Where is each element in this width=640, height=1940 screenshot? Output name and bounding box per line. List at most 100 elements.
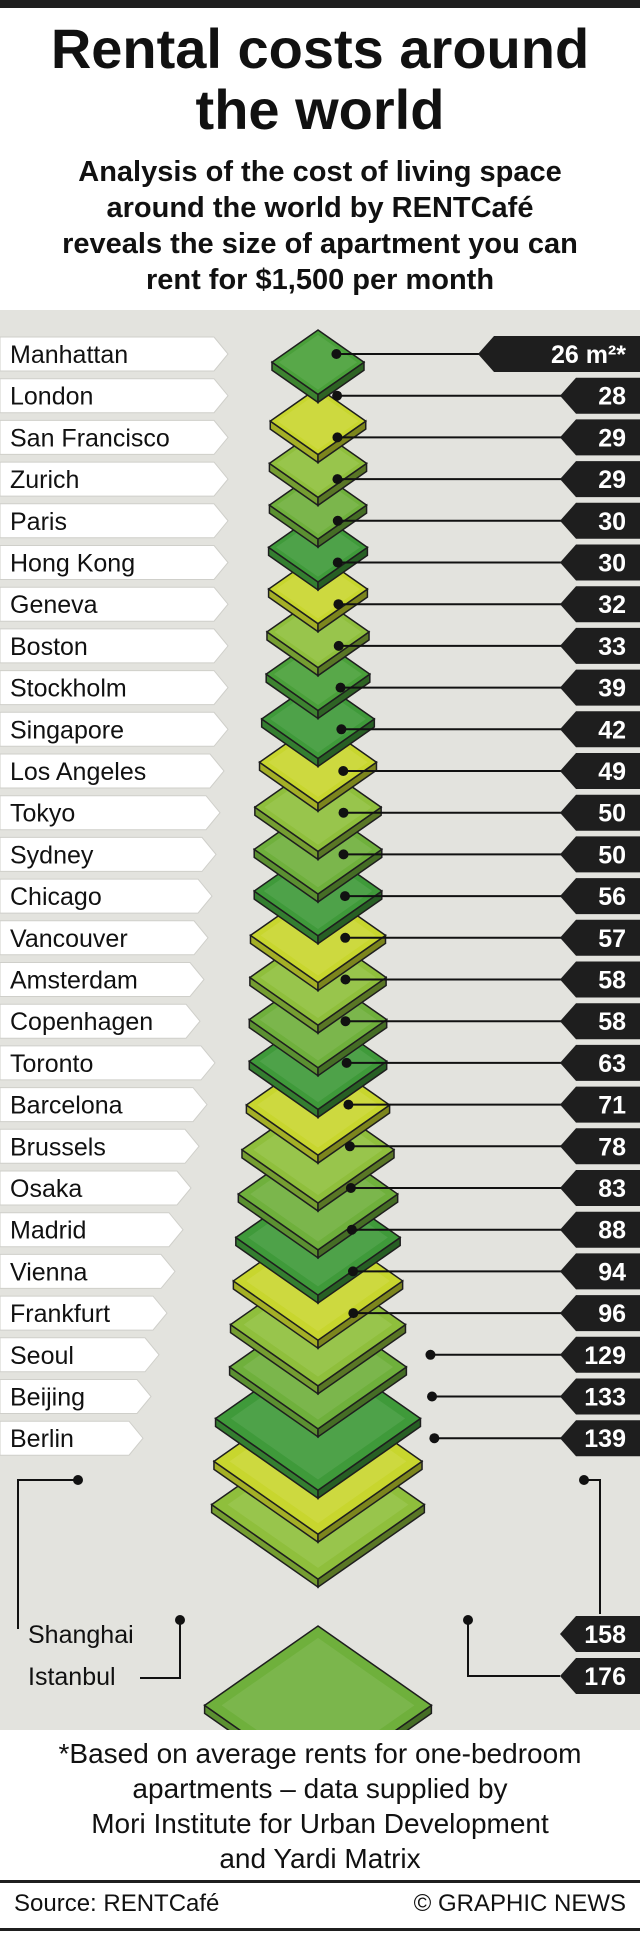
leader-dot [347, 1266, 358, 1277]
leader-dot [332, 515, 343, 526]
value-tag [560, 919, 640, 956]
leader-dot [332, 390, 343, 401]
city-label-tab [0, 1087, 208, 1123]
leader-dot [346, 1224, 357, 1235]
city-label: London [10, 383, 93, 411]
city-label: Istanbul [28, 1663, 116, 1691]
city-label-tab [0, 336, 229, 372]
subtitle: Analysis of the cost of living space aro… [20, 154, 620, 298]
city-label: Copenhagen [10, 1008, 153, 1036]
leader-dot [427, 1391, 438, 1402]
city-label: Hong Kong [10, 550, 135, 578]
city-label: Toronto [10, 1050, 93, 1078]
city-label-tab [0, 628, 229, 664]
leader-dot [331, 349, 342, 359]
city-label: Paris [10, 508, 67, 536]
city-label-tab [0, 753, 225, 789]
value-label: 32 [598, 591, 626, 619]
value-label: 39 [598, 675, 626, 703]
value-tag [560, 711, 640, 748]
top-rule [0, 0, 640, 8]
city-label: Beijing [10, 1384, 85, 1412]
value-tag [560, 878, 640, 915]
value-tag [560, 1658, 640, 1694]
value-tag [560, 1616, 640, 1652]
city-label: San Francisco [10, 424, 170, 452]
value-label: 71 [598, 1092, 626, 1120]
value-label: 58 [598, 1008, 626, 1036]
city-label: Madrid [10, 1217, 86, 1245]
value-label: 129 [584, 1342, 626, 1370]
city-label: Vancouver [10, 925, 128, 953]
value-label: 176 [584, 1663, 626, 1691]
subtitle-line-2: around the world by RENTCafé [106, 192, 534, 224]
city-label: Stockholm [10, 675, 127, 703]
city-label: Sydney [10, 841, 94, 869]
city-label: Vienna [10, 1258, 87, 1286]
value-label: 50 [598, 800, 626, 828]
city-label-tab [0, 711, 229, 747]
city-label: Brussels [10, 1133, 106, 1161]
leader-line [467, 1620, 560, 1677]
city-label-tab [0, 795, 221, 831]
city-label-tab [0, 545, 229, 580]
leader-dot [338, 807, 349, 818]
value-label: 28 [598, 383, 626, 411]
leader-dot [338, 766, 349, 776]
subtitle-line-3: reveals the size of apartment you can [62, 228, 578, 260]
city-label-tab [0, 1045, 216, 1081]
value-tag [560, 1128, 640, 1165]
footnote-line-1: *Based on average rents for one-bedroom [58, 1738, 582, 1769]
city-label: Frankfurt [10, 1300, 110, 1328]
leader-dot [175, 1615, 185, 1625]
leader-dot [463, 1615, 473, 1625]
city-label-tab [0, 419, 229, 455]
pyramid-layer-top [203, 1625, 433, 1730]
footnote-line-2: apartments – data supplied by [132, 1773, 508, 1804]
value-label: 58 [598, 967, 626, 995]
source-label: Source: RENTCafé [14, 1890, 220, 1917]
city-label: Los Angeles [10, 758, 146, 786]
value-label: 139 [584, 1425, 626, 1453]
pyramid-layer [203, 1625, 433, 1730]
value-label: 158 [584, 1621, 626, 1649]
leader-dot [335, 682, 346, 693]
leader-dot [425, 1349, 436, 1360]
credit-label: © GRAPHIC NEWS [413, 1890, 626, 1917]
footnote-line-3: Mori Institute for Urban Development [91, 1808, 549, 1839]
value-tag [560, 586, 640, 623]
value-tag [560, 669, 640, 706]
leader-line [17, 1479, 78, 1629]
pyramid-layer [270, 329, 366, 404]
city-label-tab [0, 1170, 192, 1206]
value-label: 83 [598, 1175, 626, 1203]
value-label: 30 [598, 550, 626, 578]
value-label: 88 [598, 1217, 626, 1245]
leader-line [584, 1479, 601, 1614]
value-label: 29 [598, 424, 626, 452]
leader-line [140, 1620, 181, 1679]
value-tag [478, 336, 640, 372]
city-label-tab [0, 1253, 176, 1289]
bottom-rule [0, 1928, 640, 1931]
leader-dot [343, 1099, 354, 1110]
footnote-line-4: and Yardi Matrix [219, 1843, 421, 1874]
leader-dot [336, 724, 347, 735]
value-label: 133 [584, 1384, 626, 1412]
leader-dot [340, 891, 351, 902]
value-tag [560, 502, 640, 539]
value-tag [560, 1378, 640, 1415]
value-tag [560, 1044, 640, 1081]
pyramid-layer-top [270, 329, 366, 396]
value-label: 49 [598, 758, 626, 786]
value-label: 33 [598, 633, 626, 661]
leader-dot [73, 1475, 83, 1485]
value-tag [560, 1253, 640, 1290]
city-label: Tokyo [10, 800, 75, 828]
city-label-tab [0, 586, 229, 622]
value-label: 50 [598, 841, 626, 869]
value-tag [560, 1295, 640, 1332]
leader-dot [579, 1475, 589, 1485]
city-label: Boston [10, 633, 88, 661]
